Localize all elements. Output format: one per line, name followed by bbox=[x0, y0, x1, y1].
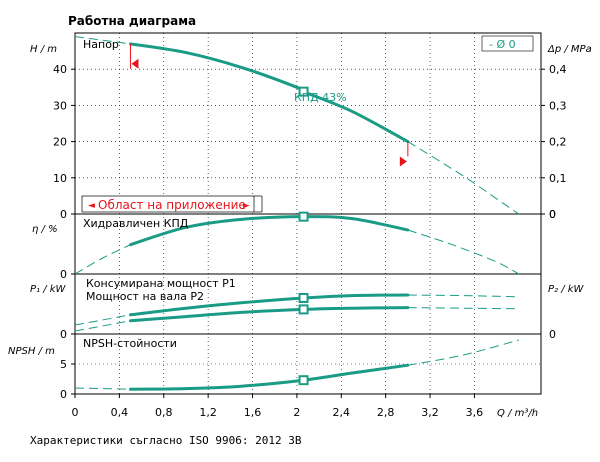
range-start-marker bbox=[131, 58, 139, 69]
power-curve-dashed bbox=[407, 294, 519, 298]
npsh-panel-label: NPSH-стойности bbox=[83, 337, 177, 350]
head-y2-tick-label: 0,1 bbox=[549, 172, 567, 185]
npsh-y-tick-label: 5 bbox=[60, 358, 67, 371]
power-y-tick-label: 0 bbox=[60, 328, 67, 341]
application-range-label: Област на приложение bbox=[98, 198, 246, 212]
x-tick-label: 2,4 bbox=[333, 406, 351, 419]
efficiency-ylabel: η / % bbox=[32, 224, 58, 235]
range-arrow-left: ◄ bbox=[88, 201, 95, 211]
x-axis-label: Q / m³/h bbox=[497, 408, 538, 419]
power-curve-solid bbox=[128, 293, 410, 317]
head-y-tick-label: 30 bbox=[53, 99, 67, 112]
efficiency-curve-dashed bbox=[407, 229, 520, 275]
diameter-legend: - Ø 0 bbox=[489, 38, 516, 51]
efficiency-y2-tick-label: 0 bbox=[549, 208, 556, 221]
head-curve-dashed bbox=[407, 141, 520, 215]
power-ylabel: P₁ / kW bbox=[30, 284, 67, 295]
application-range: ◄ Област на приложение ► bbox=[81, 195, 263, 213]
head-curve-solid bbox=[128, 42, 410, 144]
npsh-y-tick-label: 0 bbox=[60, 388, 67, 401]
npsh-curve-dashed bbox=[74, 387, 131, 390]
x-tick-label: 2 bbox=[293, 406, 300, 419]
efficiency-panel-label: Хидравличен КПД bbox=[83, 217, 189, 230]
efficiency-curve-dashed bbox=[74, 244, 131, 275]
power-curve-dashed bbox=[74, 314, 131, 326]
power-curve-dashed bbox=[407, 307, 519, 310]
head-y2-tick-label: 0 bbox=[549, 208, 556, 221]
efficiency-y-tick-label: 0 bbox=[60, 268, 67, 281]
head-y2-tick-label: 0,3 bbox=[549, 99, 567, 112]
x-tick-label: 2,8 bbox=[377, 406, 395, 419]
x-tick-label: 3,6 bbox=[466, 406, 484, 419]
range-arrow-right: ► bbox=[243, 201, 250, 211]
head-y2-tick-label: 0,4 bbox=[549, 63, 567, 76]
panel-frame-head bbox=[74, 32, 542, 215]
application-range-box bbox=[81, 195, 255, 213]
head-y2-tick-label: 0,2 bbox=[549, 136, 567, 149]
head-curve-dashed bbox=[74, 36, 131, 45]
curves bbox=[74, 36, 520, 391]
power-operating-point-marker bbox=[298, 304, 309, 315]
npsh-ylabel: NPSH / m bbox=[8, 346, 55, 357]
head-y-tick-label: 40 bbox=[53, 63, 67, 76]
power-ylabel-right: P₂ / kW bbox=[548, 284, 585, 295]
power-curve-dashed bbox=[74, 320, 131, 332]
head-y-tick-label: 10 bbox=[53, 172, 67, 185]
head-ylabel-right: Δp / MPa bbox=[547, 44, 592, 55]
diameter-legend-box bbox=[481, 35, 534, 52]
x-tick-label: 3,2 bbox=[421, 406, 439, 419]
power-curve-solid bbox=[128, 306, 410, 323]
npsh-operating-point-marker bbox=[298, 375, 309, 386]
efficiency-curve-solid bbox=[128, 215, 410, 247]
x-tick-label: 1,2 bbox=[199, 406, 217, 419]
power-operating-point-marker bbox=[298, 293, 309, 303]
efficiency-operating-point-marker bbox=[298, 211, 309, 222]
footer-note: Характеристики съгласно ISO 9906: 2012 3… bbox=[30, 434, 302, 447]
power-legend-p1: Консумирана мощност P1 bbox=[86, 277, 236, 290]
npsh-curve-dashed bbox=[407, 339, 519, 366]
x-tick-label: 0,4 bbox=[111, 406, 129, 419]
markers bbox=[129, 43, 409, 386]
power-y2-tick-label: 0 bbox=[549, 328, 556, 341]
head-y-tick-label: 20 bbox=[53, 136, 67, 149]
range-end-marker bbox=[399, 156, 407, 167]
power-legend-p2: Мощност на вала P2 bbox=[86, 290, 204, 303]
head-y-tick-label: 0 bbox=[60, 208, 67, 221]
efficiency-annotation: КПД 43% bbox=[294, 91, 347, 104]
x-tick-label: 0,8 bbox=[155, 406, 173, 419]
head-operating-point-marker bbox=[298, 86, 309, 97]
head-panel-label: Напор bbox=[83, 38, 119, 51]
chart-title: Работна диаграма bbox=[68, 14, 196, 28]
npsh-curve-solid bbox=[128, 363, 410, 391]
x-tick-label: 0 bbox=[72, 406, 79, 419]
head-ylabel: H / m bbox=[30, 44, 57, 55]
x-tick-label: 1,6 bbox=[244, 406, 262, 419]
